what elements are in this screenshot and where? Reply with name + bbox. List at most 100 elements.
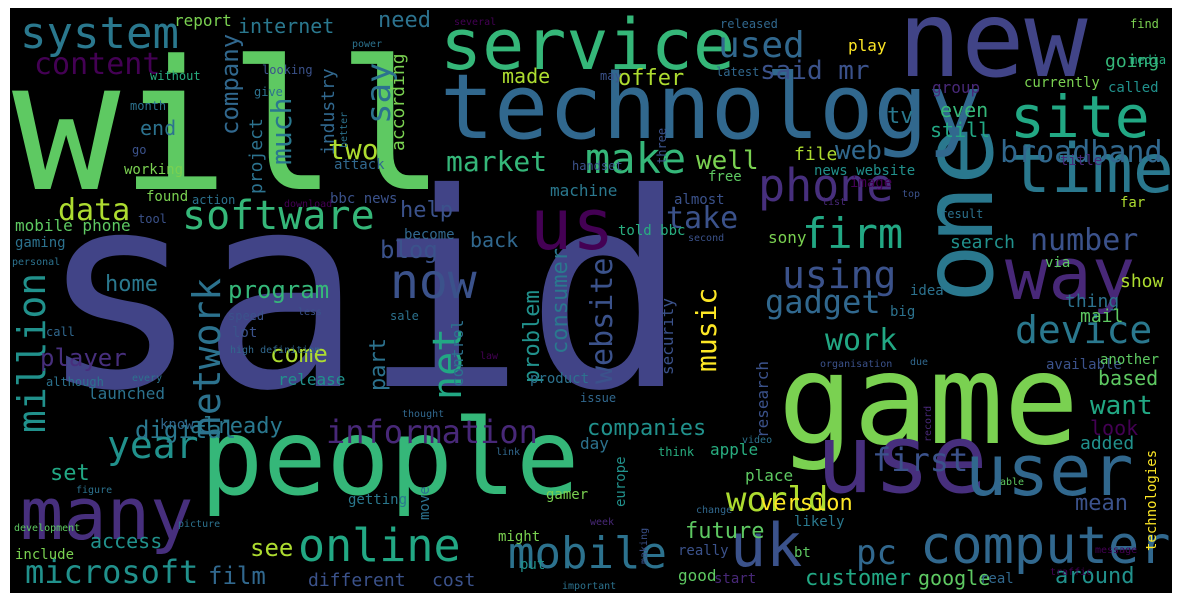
word-microsoft: microsoft (25, 553, 199, 591)
word-product: product (530, 371, 590, 387)
word-change: change (696, 505, 733, 516)
word-will: will (12, 23, 446, 232)
word-world: world (726, 480, 829, 520)
word-many: many (20, 472, 194, 556)
word-system: system (20, 8, 179, 59)
word-help: help (400, 198, 453, 223)
word-gamer: gamer (546, 487, 589, 503)
word-going: going (1105, 51, 1160, 72)
word-give: give (254, 85, 283, 99)
word-another: another (1100, 352, 1160, 368)
word-said: said (38, 135, 689, 450)
word-according: according (388, 53, 409, 151)
word-game: game (778, 328, 1080, 473)
word-result: result (940, 207, 984, 221)
word-site: site (1010, 83, 1150, 151)
word-end: end (140, 116, 177, 140)
word-content: content (34, 47, 161, 82)
word-figure: figure (76, 485, 113, 496)
word-access: access (90, 529, 163, 553)
word-real: real (980, 571, 1014, 587)
word-internet: internet (238, 14, 335, 38)
word-software: software (182, 193, 375, 239)
word-start: start (714, 571, 757, 587)
word-two: two (328, 133, 379, 166)
word-first: first (872, 441, 969, 479)
word-issue: issue (580, 391, 617, 405)
word-without: without (150, 69, 201, 83)
word-added: added (1080, 433, 1135, 454)
word-computer: computer (920, 516, 1171, 576)
word-made: made (502, 64, 551, 88)
word-action: action (192, 193, 236, 207)
word-version: version (760, 491, 853, 516)
word-user: user (965, 430, 1134, 512)
word-bt: bt (794, 545, 811, 561)
word-consumer: consumer (548, 248, 573, 354)
word-now: now (390, 254, 477, 310)
word-put: put (520, 557, 546, 573)
word-play: play (848, 36, 887, 55)
word-move: move (417, 486, 433, 520)
word-personal: personal (12, 257, 61, 268)
word-gaming: gaming (15, 235, 66, 251)
word-media: media (1130, 53, 1167, 67)
word-people: people (200, 397, 580, 519)
word-tv: tv (887, 104, 914, 129)
word-europe: europe (613, 456, 629, 507)
word-apple: apple (710, 440, 759, 459)
word-thing: thing (1065, 291, 1120, 312)
word-work: work (825, 323, 898, 358)
word-make: make (585, 134, 687, 183)
word-power: power (352, 39, 383, 50)
word-handset: handset (572, 159, 623, 173)
word-well: well (696, 146, 759, 176)
word-second: second (688, 233, 725, 244)
word-based: based (1098, 366, 1159, 390)
word-want: want (1090, 391, 1153, 421)
word-month: month (130, 99, 167, 113)
word-getting: getting (348, 492, 408, 508)
word-mail: mail (1080, 306, 1124, 327)
word-think: think (658, 445, 695, 459)
word-music: music (690, 287, 723, 372)
word-although: although (46, 375, 104, 389)
word-download: download (284, 199, 333, 210)
word-digital: digital (135, 416, 237, 444)
word-broadband: broadband (1000, 135, 1163, 170)
word-available: available (1046, 357, 1122, 373)
word-know: know (160, 417, 194, 433)
word-may: may (600, 69, 622, 83)
word-link: link (496, 447, 521, 458)
word-law: law (480, 351, 499, 362)
word-called: called (1108, 80, 1159, 96)
word-project: project (246, 118, 267, 194)
word-list: list (822, 197, 847, 208)
word-companies: companies (587, 416, 707, 441)
word-latest: latest (716, 65, 760, 79)
word-gadget: gadget (765, 283, 881, 321)
word-high-definition: high definition (230, 345, 321, 356)
word-market: market (446, 145, 548, 178)
word-company: company (216, 33, 244, 135)
word-part: part (366, 338, 391, 391)
word-cost: cost (432, 570, 476, 591)
word-still: still (930, 118, 991, 142)
word-found: found (146, 189, 189, 205)
word-pc: pc (856, 533, 897, 573)
word-image: image (850, 175, 893, 191)
word-web: web (835, 136, 882, 166)
word-mean: mean (1075, 491, 1128, 516)
word-data: data (58, 193, 131, 228)
word-three: three (655, 127, 669, 164)
word-show: show (1120, 271, 1164, 292)
word-group: group (932, 78, 981, 97)
word-even: even (940, 98, 989, 122)
word-come: come (270, 340, 328, 368)
word-look: look (1090, 416, 1139, 440)
word-around: around (1055, 564, 1135, 589)
word-device: device (1015, 308, 1153, 352)
word-much: much (265, 97, 298, 165)
word-able: able (1000, 477, 1025, 488)
word-organisation: organisation (820, 359, 893, 370)
